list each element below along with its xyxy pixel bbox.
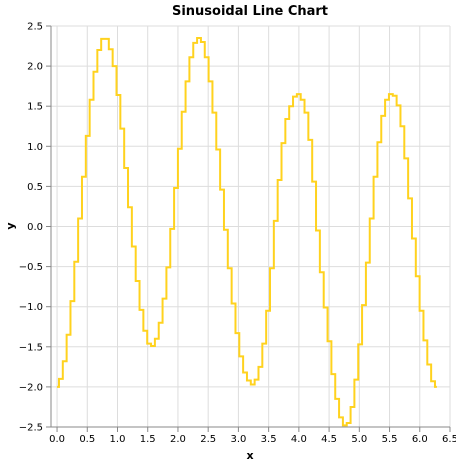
y-tick-label: −2.5	[19, 423, 43, 434]
y-axis-ticks: 2.5 2.0 1.5 1.0 0.5 0.0 −0.5 −1.0 −1.5 −2.0 −2.5	[19, 22, 51, 434]
x-tick-label: 6.5	[442, 434, 456, 445]
x-tick-label: 4.5	[321, 434, 337, 445]
series-line	[57, 37, 437, 427]
x-tick-label: 5.0	[351, 434, 367, 445]
x-axis-title: x	[246, 449, 253, 462]
y-tick-label: 2.5	[27, 22, 43, 33]
grid	[51, 25, 451, 428]
x-tick-label: 2.0	[170, 434, 186, 445]
x-tick-label: 5.5	[382, 434, 398, 445]
x-tick-label: 0.0	[49, 434, 65, 445]
x-tick-label: 3.5	[261, 434, 277, 445]
y-tick-label: −1.5	[19, 342, 43, 353]
x-tick-label: 6.0	[412, 434, 428, 445]
x-tick-label: 0.5	[79, 434, 95, 445]
y-tick-label: −2.0	[19, 382, 43, 393]
x-axis-ticks: 0.0 0.5 1.0 1.5 2.0 2.5 3.0 3.5 4.0 4.5 5.0 5.5 6.0 6…	[49, 427, 456, 445]
y-tick-label: −1.0	[19, 302, 43, 313]
x-tick-label: 3.0	[230, 434, 246, 445]
x-tick-label: 2.5	[200, 434, 216, 445]
x-tick-label: 1.5	[140, 434, 156, 445]
x-tick-label: 1.0	[110, 434, 126, 445]
y-tick-label: 0.5	[27, 182, 43, 193]
y-tick-label: 2.0	[27, 62, 43, 73]
y-tick-label: −0.5	[19, 262, 43, 273]
y-tick-label: 0.0	[27, 222, 43, 233]
x-tick-label: 4.0	[291, 434, 307, 445]
series-group	[57, 37, 437, 427]
y-tick-label: 1.0	[27, 142, 43, 153]
y-axis-title: y	[4, 222, 17, 229]
y-tick-label: 1.5	[27, 102, 43, 113]
chart-title: Sinusoidal Line Chart	[172, 4, 328, 19]
